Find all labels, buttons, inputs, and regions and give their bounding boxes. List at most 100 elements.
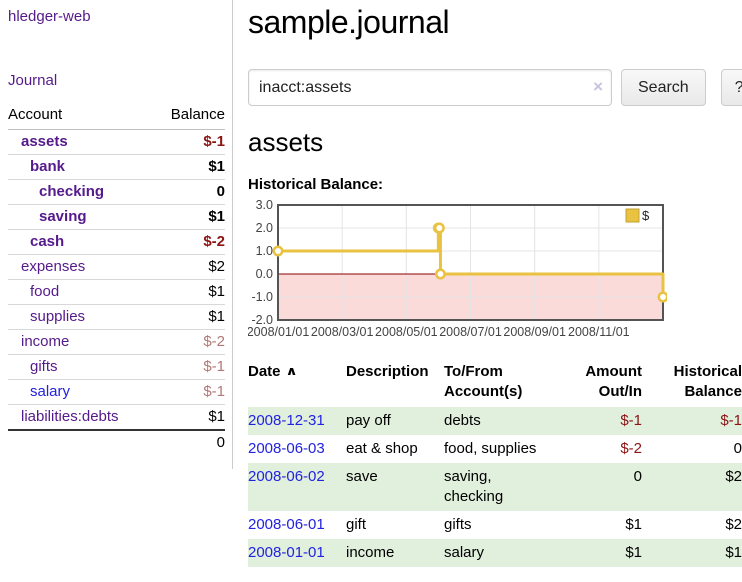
transaction-date-link[interactable]: 2008-06-01 [248,516,325,533]
transaction-description: save [346,468,378,485]
transaction-amount: 0 [633,468,642,485]
register-row: 2008-06-02 save saving, checking 0 $2 [248,463,742,511]
transaction-date-cell: 2008-06-01 [248,511,346,539]
transaction-accounts: food, supplies [444,435,562,463]
transaction-date-link[interactable]: 2008-06-03 [248,440,325,457]
register-header-amount: Amount Out/In [585,363,642,400]
account-row: checking 0 [8,179,225,205]
x-tick-label: 2008/09/01 [503,325,566,339]
y-tick-label: 0.0 [256,267,273,281]
register-header-balance: Historical Balance [673,363,742,400]
account-heading: assets [248,127,324,157]
account-chunk: saving, [444,468,492,485]
transaction-balance: $-1 [720,412,742,429]
sidebar: hledger-web Journal Account Balance asse… [0,0,233,469]
sidebar-account-income[interactable]: income [21,333,70,350]
account-chunk: salary [444,544,485,561]
x-tick-label: 2008/05/01 [375,325,438,339]
transaction-amount: $-2 [620,440,642,457]
sidebar-item-journal[interactable]: Journal [8,72,58,89]
transaction-accounts: gifts [444,511,562,539]
search-help-button[interactable]: ? [720,69,742,106]
sidebar-account-bank[interactable]: bank [30,158,66,175]
account-balance: $1 [153,304,225,330]
account-chunk: gifts [444,516,472,533]
transaction-accounts: saving, checking [444,463,562,511]
account-row: food $1 [8,279,225,305]
transaction-date-cell: 2008-01-01 [248,539,346,567]
accounts-total-value: 0 [153,429,225,455]
transaction-balance: 0 [733,440,742,457]
register-row: 2008-12-31 pay off debts $-1 $-1 [248,407,742,435]
y-tick-label: -1.0 [251,290,273,304]
balance-column-header: Balance [153,103,225,130]
legend-label: $ [642,208,650,223]
account-row: salary $-1 [8,379,225,405]
transaction-description: eat & shop [346,440,418,457]
transaction-date-cell: 2008-06-02 [248,463,346,511]
register-row: 2008-01-01 income salary $1 $1 [248,539,742,567]
account-balance: $-1 [203,133,225,150]
account-balance: $1 [153,404,225,430]
sidebar-account-food[interactable]: food [30,283,60,300]
account-row: liabilities:debts $1 [8,404,225,430]
transaction-date-link[interactable]: 2008-06-02 [248,468,325,485]
account-balance: $-2 [153,329,225,355]
search-form: × Search ? [248,69,742,106]
sidebar-account-salary[interactable]: salary [30,383,71,400]
account-row: income $-2 [8,329,225,355]
date-header-label: Date [248,363,281,380]
page-title: sample.journal [248,4,450,40]
accounts-column-header: Account [8,103,154,130]
sidebar-account-expenses[interactable]: expenses [21,258,86,275]
sidebar-account-checking[interactable]: checking [39,183,105,200]
transaction-description: pay off [346,412,391,429]
app-title-link[interactable]: hledger-web [8,8,91,25]
y-tick-label: -2.0 [251,313,273,327]
clear-search-icon[interactable]: × [593,77,603,96]
transaction-date-link[interactable]: 2008-01-01 [248,544,325,561]
chart-title: Historical Balance: [248,176,384,193]
transaction-amount: $1 [625,516,642,533]
account-balance: $-1 [153,354,225,380]
sidebar-account-gifts[interactable]: gifts [30,358,58,375]
x-tick-label: 2008/01/01 [248,325,309,339]
y-tick-label: 3.0 [256,198,273,212]
x-tick-label: 2008/11/01 [568,325,630,339]
transaction-date-link[interactable]: 2008-12-31 [248,412,325,429]
sidebar-account-supplies[interactable]: supplies [30,308,86,325]
register-row: 2008-06-03 eat & shop food, supplies $-2 0 [248,435,742,463]
transaction-amount: $1 [625,544,642,561]
account-balance: $1 [153,279,225,305]
transaction-amount: $-1 [620,412,642,429]
register-header-date[interactable]: Date ∧ [248,360,346,407]
account-balance: $1 [153,204,225,230]
transaction-date-cell: 2008-06-03 [248,435,346,463]
account-chunk: food, [444,440,478,457]
x-tick-label: 2008/03/01 [311,325,374,339]
account-balance: $2 [153,254,225,280]
account-balance: $-1 [153,379,225,405]
register-header-description: Description [346,363,429,380]
account-row: saving $1 [8,204,225,230]
register-header-accounts: To/From Account(s) [444,363,523,400]
account-row: supplies $1 [8,304,225,330]
y-tick-label: 1.0 [256,244,273,258]
account-chunk: checking [444,488,504,505]
search-input[interactable] [248,69,612,106]
account-balance: $1 [153,154,225,180]
sidebar-account-cash[interactable]: cash [30,233,65,250]
transaction-balance: $1 [725,544,742,561]
account-row: cash $-2 [8,229,225,255]
search-button[interactable]: Search [621,69,706,106]
sidebar-account-liabilities:debts[interactable]: liabilities:debts [21,408,119,425]
transaction-accounts: debts [444,407,562,435]
account-row: assets $-1 [8,130,225,155]
account-row: bank $1 [8,154,225,180]
sidebar-account-assets[interactable]: assets [21,133,68,150]
register-row: 2008-06-01 gift gifts $1 $2 [248,511,742,539]
accounts-table: Account Balance assets $-1 bank $1 checking 0… [8,103,225,455]
sidebar-account-saving[interactable]: saving [39,208,87,225]
transaction-description: gift [346,516,367,533]
